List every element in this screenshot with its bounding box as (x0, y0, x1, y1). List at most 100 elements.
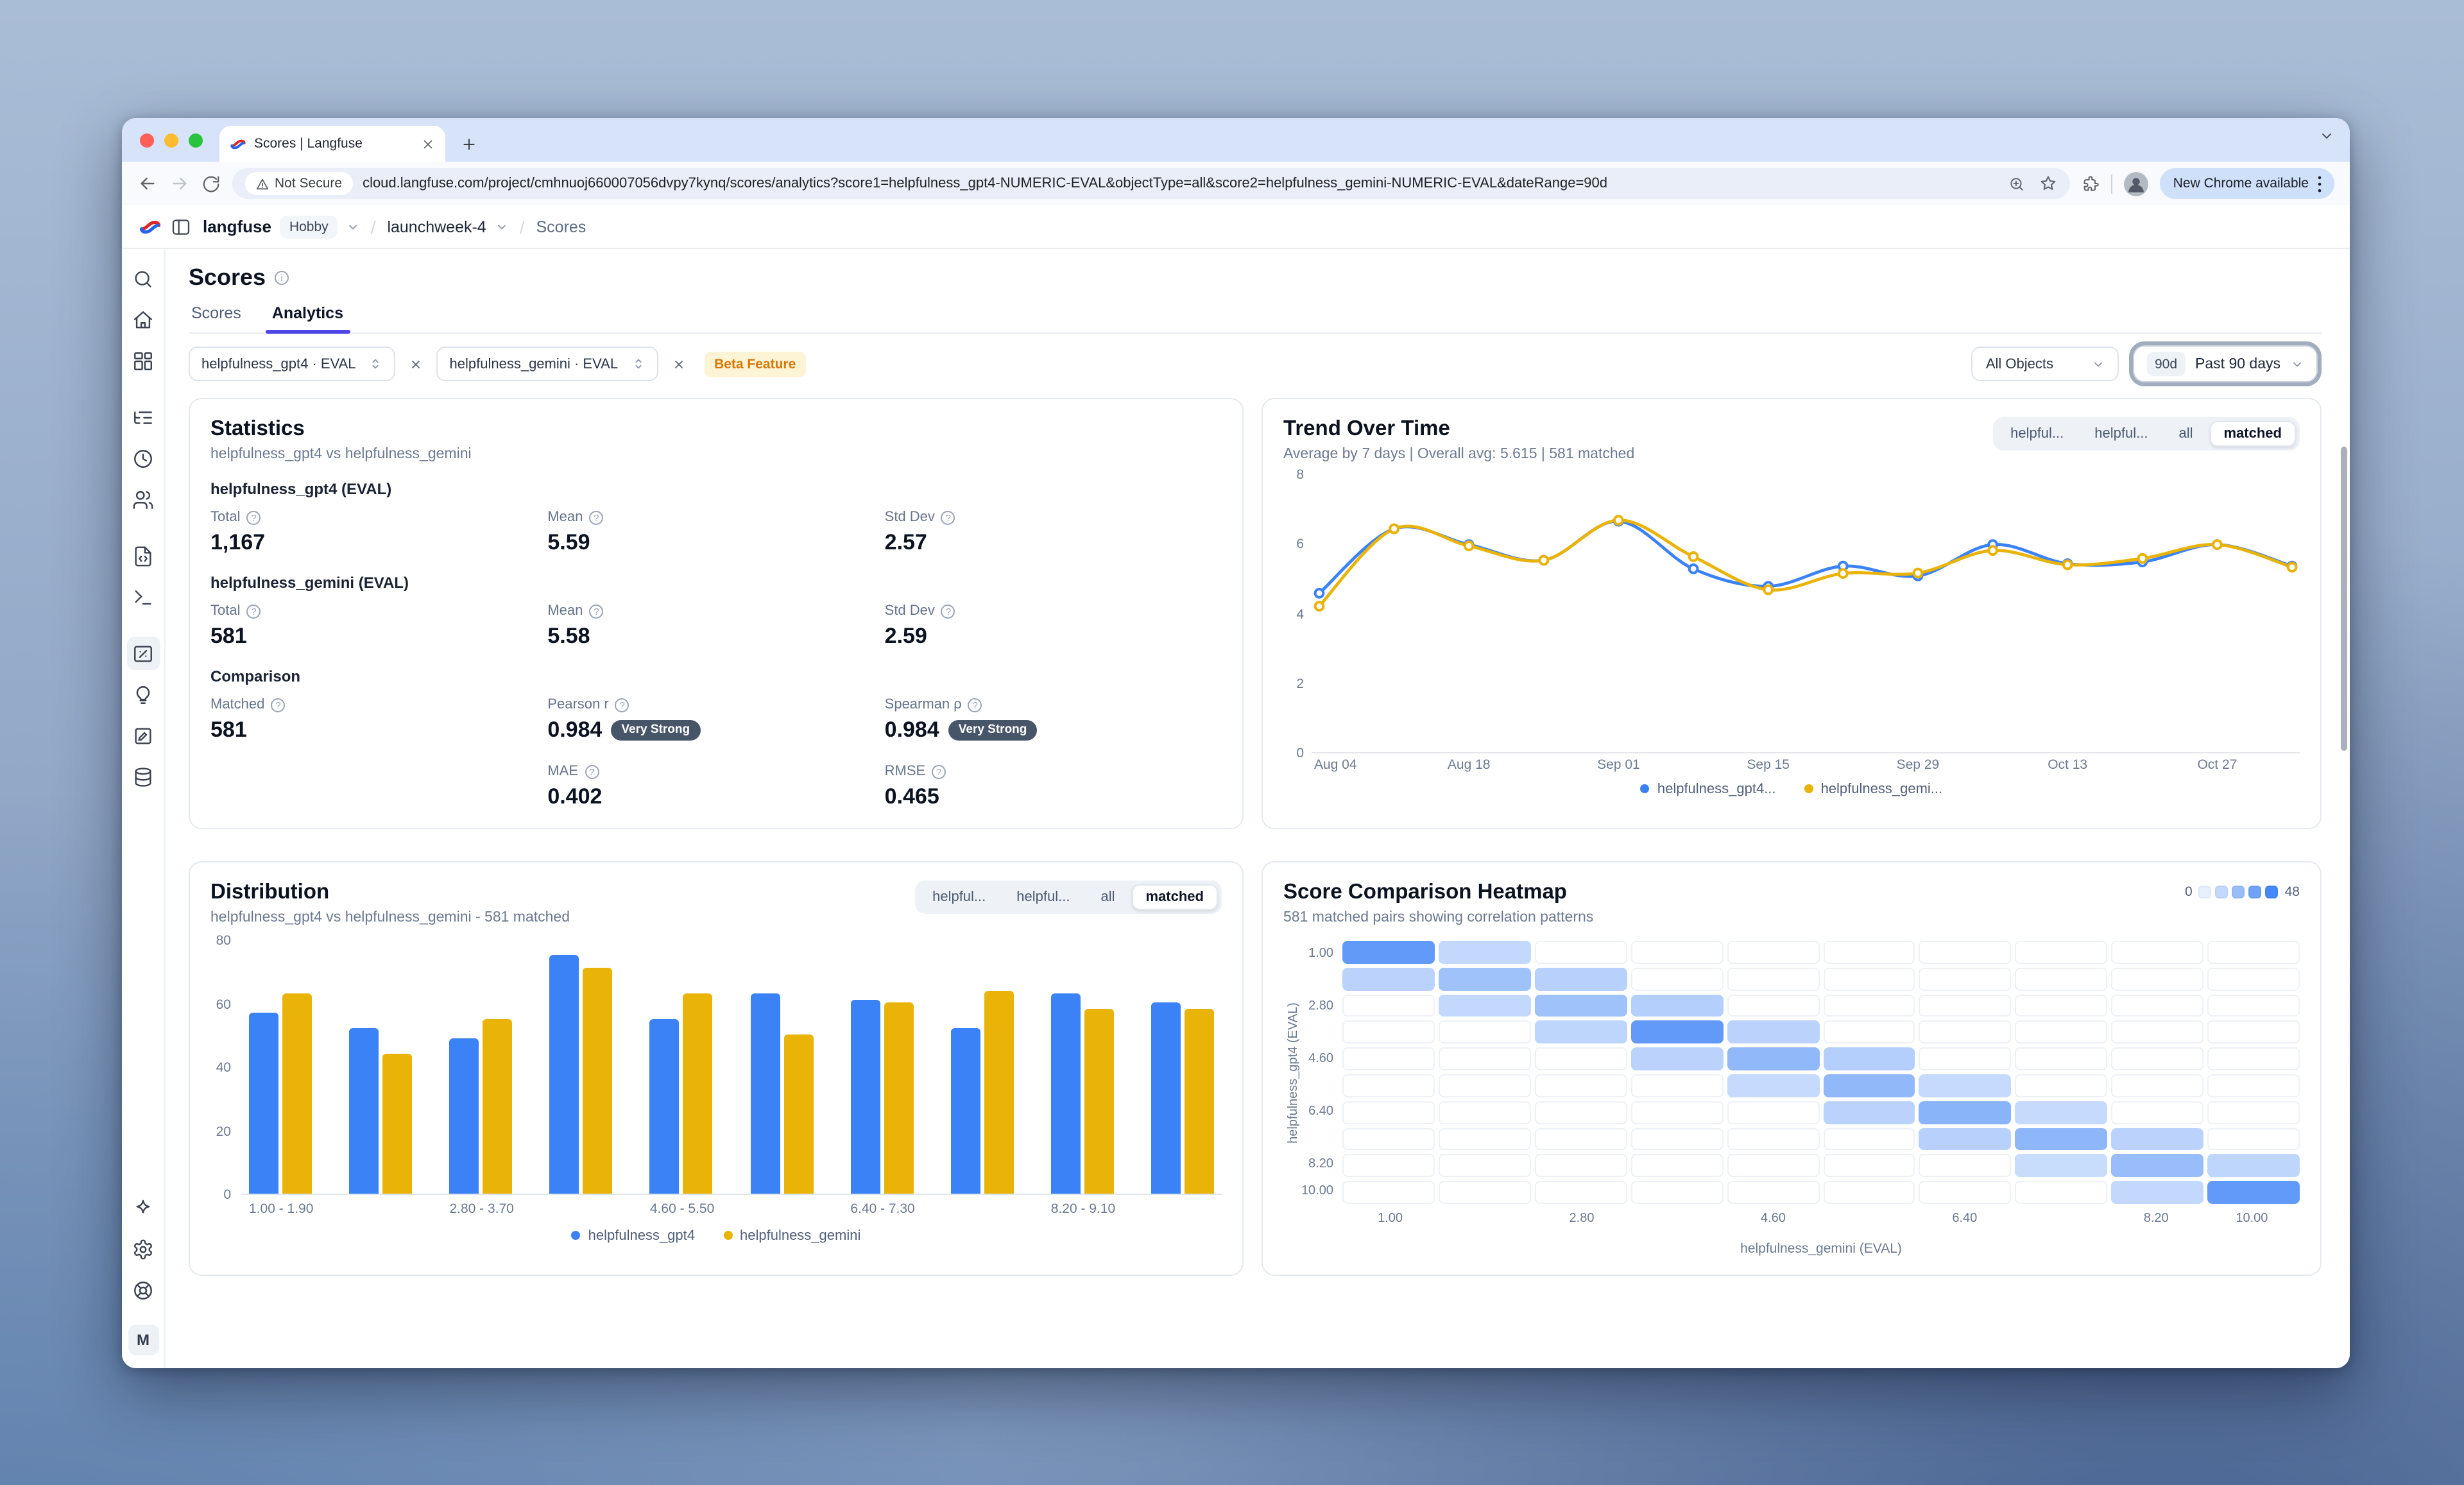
back-icon[interactable] (137, 173, 158, 194)
trend-x-axis: Aug 04 Aug 18 Sep 01 Sep 15 Sep 29 Oct 13 Oct … (1313, 757, 2237, 773)
help-icon[interactable]: ? (932, 764, 946, 778)
breadcrumb-project[interactable]: launchweek-4 (387, 218, 486, 236)
heatmap-cell-r2c2 (1438, 967, 1531, 991)
help-icon[interactable]: ? (246, 604, 261, 618)
heatmap-cell-r4c5 (1727, 1020, 1819, 1044)
bookmark-star-icon[interactable] (2040, 175, 2058, 193)
breadcrumb-page[interactable]: Scores (536, 218, 586, 236)
help-icon[interactable]: ? (589, 604, 604, 618)
score1-remove-button[interactable] (405, 352, 428, 375)
score1-select[interactable]: helpfulness_gpt4 · EVAL (189, 347, 396, 381)
minimize-window-button[interactable] (164, 133, 178, 147)
sidebar-toggle-icon[interactable] (171, 216, 191, 237)
help-icon[interactable]: ? (585, 764, 599, 778)
update-label: New Chrome available (2173, 176, 2309, 191)
sidebar-item-storage[interactable] (126, 760, 160, 793)
sidebar-item-scores[interactable] (126, 637, 160, 670)
help-icon[interactable]: ? (968, 698, 982, 712)
not-secure-chip[interactable]: Not Secure (245, 172, 353, 195)
chrome-update-pill[interactable]: New Chrome available (2160, 168, 2334, 199)
heatmap-cell-r8c6 (1823, 1128, 1915, 1151)
sidebar-item-evaluation[interactable] (126, 678, 160, 711)
score2-remove-button[interactable] (667, 352, 690, 375)
heatmap-cell-r6c5 (1727, 1074, 1819, 1097)
tab-analytics[interactable]: Analytics (265, 304, 350, 334)
storage-icon (135, 767, 151, 786)
help-icon[interactable]: ? (246, 510, 261, 524)
user-avatar[interactable]: M (128, 1325, 158, 1355)
bar-group-1.90-2.80 (349, 1028, 413, 1194)
metric-std-dev: Std Dev? 2.59 (885, 603, 1222, 649)
trend-view-helpful-0[interactable]: helpful... (2010, 426, 2064, 442)
heatmap-cell-r5c1 (1342, 1047, 1435, 1070)
main-content: Scores i Scores Analytics helpfulness_gpt4… (166, 249, 2350, 1368)
reload-icon[interactable] (201, 174, 221, 193)
sidebar-item-support[interactable] (126, 1273, 160, 1307)
org-chevron-icon[interactable] (346, 220, 359, 233)
object-type-select[interactable]: All Objects (1971, 347, 2119, 381)
tab-list-chevron-icon[interactable] (2319, 128, 2334, 144)
sidebar-item-search[interactable] (126, 262, 160, 295)
help-icon[interactable]: ? (271, 698, 286, 712)
score2-select[interactable]: helpfulness_gemini · EVAL (436, 347, 658, 381)
window-controls (140, 118, 203, 162)
heatmap-cell-r3c1 (1342, 994, 1435, 1017)
trend-view-matched[interactable]: matched (2209, 421, 2296, 447)
sidebar-item-dashboard[interactable] (126, 344, 160, 377)
heatmap-cell-r2c4 (1630, 967, 1724, 991)
metric-mae: MAE? 0.402 (547, 764, 603, 809)
help-icon[interactable]: ? (589, 510, 604, 524)
settings-icon (134, 1239, 152, 1259)
profile-avatar[interactable] (2124, 171, 2149, 196)
distribution-view-helpful-1[interactable]: helpful... (1016, 889, 1070, 905)
heatmap-cell-r7c7 (1919, 1101, 2012, 1124)
bar-helpfulness_gpt4 (649, 1019, 680, 1194)
heatmap-cell-r3c3 (1534, 994, 1627, 1017)
distribution-view-helpful-0[interactable]: helpful... (932, 889, 986, 905)
tab-close-icon[interactable] (421, 137, 435, 151)
sidebar-item-home[interactable] (126, 303, 160, 336)
close-window-button[interactable] (140, 133, 154, 147)
sidebar-item-users[interactable] (126, 483, 160, 516)
sidebar-item-settings[interactable] (126, 1232, 160, 1266)
sidebar-item-sessions[interactable] (126, 442, 160, 475)
metric-matched: Matched? 581 (210, 697, 547, 743)
info-icon[interactable]: i (275, 271, 289, 285)
heatmap-cell-r10c4 (1630, 1181, 1724, 1204)
browser-window: Scores | Langfuse Not Secure cloud.langf… (122, 118, 2350, 1368)
tab-scores[interactable]: Scores (191, 304, 241, 322)
bar-helpfulness_gpt4 (349, 1028, 379, 1194)
metric-std-dev: Std Dev? 2.57 (885, 510, 1222, 556)
address-bar[interactable]: Not Secure cloud.langfuse.com/project/cm… (232, 168, 2071, 199)
help-icon[interactable]: ? (615, 698, 629, 712)
distribution-panel: Distribution helpfulness_gpt4 vs helpful… (189, 861, 1244, 1276)
new-tab-button[interactable] (461, 136, 477, 153)
heatmap-cell-r10c7 (1919, 1181, 2012, 1204)
help-icon[interactable]: ? (941, 604, 955, 618)
heatmap-cell-r5c4 (1630, 1047, 1724, 1070)
bar-helpfulness_gemini (1184, 1009, 1214, 1194)
zoom-window-button[interactable] (189, 133, 203, 147)
date-range-select[interactable]: 90d Past 90 days (2132, 345, 2318, 382)
zoom-icon[interactable] (2009, 175, 2026, 192)
trend-view-toggle: helpful... helpful... all matched (1992, 417, 2300, 451)
heatmap-subtitle: 581 matched pairs showing correlation pa… (1283, 910, 1594, 925)
scrollbar-thumb[interactable] (2341, 447, 2347, 751)
extensions-icon[interactable] (2082, 175, 2100, 193)
project-chevron-icon[interactable] (495, 220, 508, 233)
browser-tab[interactable]: Scores | Langfuse (219, 126, 445, 162)
forward-icon[interactable] (169, 173, 190, 194)
distribution-view-all-2[interactable]: all (1100, 889, 1115, 905)
heatmap-cell-r8c10 (2207, 1128, 2300, 1151)
help-icon[interactable]: ? (941, 510, 955, 524)
breadcrumb-org[interactable]: langfuse (203, 217, 271, 236)
distribution-view-matched[interactable]: matched (1131, 884, 1218, 910)
bar-helpfulness_gpt4 (449, 1038, 479, 1194)
sidebar-item-sparkle[interactable] (126, 1191, 160, 1224)
sidebar-item-tracing[interactable] (126, 400, 160, 434)
sidebar-item-datasets[interactable] (126, 719, 160, 752)
sidebar-item-playground[interactable] (126, 580, 160, 614)
sidebar-item-prompts[interactable] (126, 539, 160, 572)
trend-view-helpful-1[interactable]: helpful... (2094, 426, 2148, 442)
trend-view-all-2[interactable]: all (2178, 426, 2193, 442)
